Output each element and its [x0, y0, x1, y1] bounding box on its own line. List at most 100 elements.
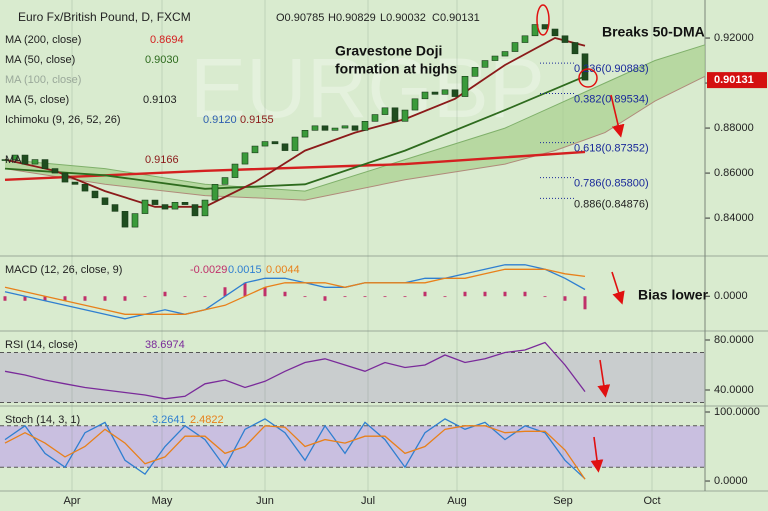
histogram-bar [243, 282, 247, 297]
histogram-bar [523, 291, 527, 297]
legend-value: 2.4822 [190, 414, 224, 426]
y-tick-label: 0.92000 [714, 32, 754, 44]
legend-value: 3.2641 [152, 414, 186, 426]
indicator-line [4, 341, 586, 400]
cloud [5, 44, 705, 201]
indicator-line [4, 268, 586, 315]
annotation-shape [597, 359, 611, 398]
indicator-line [4, 425, 586, 480]
cloud-span-b [4, 75, 706, 201]
histogram-bar [423, 291, 427, 297]
annotation-shape [536, 4, 550, 36]
x-tick-label: Apr [63, 495, 80, 507]
legend-value: 0.0044 [266, 264, 300, 276]
y-tick-label: 0.88000 [714, 122, 754, 134]
candle [31, 159, 39, 165]
y-tick-label: 0.0000 [714, 475, 748, 487]
candle [291, 136, 299, 151]
candle [511, 42, 519, 52]
legend-label: Ichimoku (9, 26, 52, 26) [5, 114, 121, 126]
legend-value: 0.9120 [203, 114, 237, 126]
candle [241, 152, 249, 165]
histogram-bar [563, 296, 567, 301]
band [0, 425, 705, 468]
histogram-bar [43, 296, 47, 301]
candle [11, 154, 19, 160]
legend-label: MA (200, close) [5, 34, 81, 46]
candle [201, 199, 209, 217]
candle [51, 168, 59, 174]
y-tick-label: 80.0000 [714, 334, 754, 346]
candle [231, 163, 239, 178]
x-tick-label: Oct [643, 495, 660, 507]
annotation: Breaks 50-DMA [602, 24, 705, 40]
watermark: EURGBP [190, 41, 545, 135]
x-tick-label: Jun [256, 495, 274, 507]
candle [1, 159, 9, 161]
fib-label: 0.786(0.85800) [574, 177, 649, 189]
histogram-bar [303, 296, 307, 298]
candle [21, 154, 29, 165]
candle [221, 177, 229, 185]
candle [541, 24, 549, 30]
ma-line [4, 37, 586, 208]
candle [351, 125, 359, 131]
candle [61, 172, 69, 183]
annotation-shape [611, 271, 625, 305]
legend-label: MA (50, close) [5, 54, 75, 66]
histogram-bar [163, 291, 167, 297]
candle [261, 141, 269, 147]
candle [581, 53, 589, 81]
legend-value: 0.0015 [228, 264, 262, 276]
histogram-bar [23, 296, 27, 301]
candle [251, 145, 259, 154]
histogram-bar [363, 296, 367, 298]
candle [171, 202, 179, 210]
candle [181, 202, 189, 205]
last-price-label: 0.90131 [714, 74, 754, 86]
y-tick-label: 40.0000 [714, 384, 754, 396]
x-tick-label: Aug [447, 495, 467, 507]
annotation-shape [590, 436, 604, 473]
panel-title: Stoch (14, 3, 1) [5, 414, 80, 426]
fib-label: 0.886(0.84876) [574, 198, 649, 210]
annotation-shape [578, 68, 598, 88]
ohlc-label: O0.90785 [276, 12, 324, 24]
candle [131, 213, 139, 228]
x-tick-label: Jul [361, 495, 375, 507]
candle [561, 35, 569, 43]
candle [141, 199, 149, 214]
ohlc-label: C0.90131 [432, 12, 480, 24]
histogram-bar [223, 287, 227, 297]
legend-label: MA [5, 154, 22, 166]
fib-label: 0.236(0.90883) [574, 63, 649, 75]
ma-line [4, 75, 586, 190]
candle [161, 204, 169, 210]
annotation: Bias lower [638, 287, 709, 303]
candle [331, 127, 339, 131]
annotation-shape [610, 94, 625, 138]
legend-value: 0.9155 [240, 114, 274, 126]
candle [341, 125, 349, 129]
candle [381, 107, 389, 115]
fib-label: 0.618(0.87352) [574, 143, 649, 155]
candle [431, 91, 439, 95]
histogram-bar [143, 296, 147, 298]
y-tick-label: 0.84000 [714, 212, 754, 224]
candle [91, 190, 99, 199]
panel-title: MACD (12, 26, close, 9) [5, 264, 122, 276]
panel-title: RSI (14, close) [5, 339, 78, 351]
candle [41, 159, 49, 169]
last-price-tag [707, 72, 767, 89]
legend-value: 0.9030 [145, 54, 179, 66]
annotations-layer: Gravestone Doji formation at highs Break… [335, 24, 709, 303]
histogram-bar [323, 296, 327, 301]
ohlc-label: H0.90829 [328, 12, 376, 24]
candle [411, 98, 419, 111]
candle [211, 184, 219, 201]
histogram-bar [3, 296, 7, 301]
legend-value: 0.9166 [145, 154, 179, 166]
legend-label: MA (5, close) [5, 94, 69, 106]
y-tick-label: 0.0000 [714, 290, 748, 302]
